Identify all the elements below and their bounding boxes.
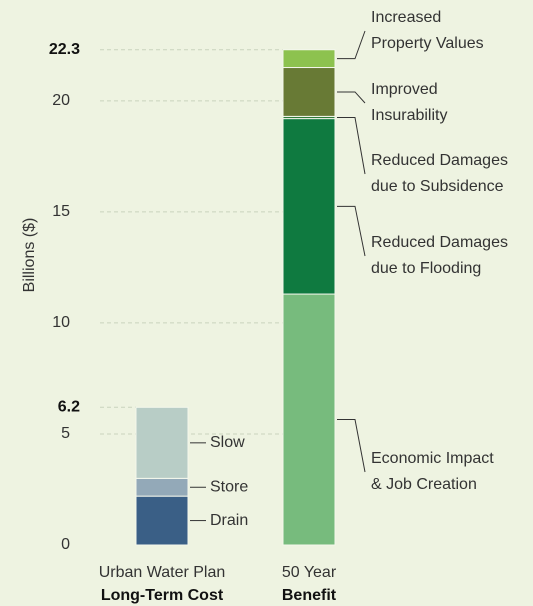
- segment-label: Drain: [210, 512, 248, 529]
- segment-label: Slow: [210, 434, 245, 451]
- bar-segment: [282, 118, 336, 295]
- x-tick-sublabel: Benefit: [282, 587, 337, 604]
- segment-label: Improved: [371, 81, 438, 98]
- segment-label: due to Subsidence: [371, 178, 504, 195]
- y-tick-label: 5: [61, 425, 70, 442]
- bar-segment: [135, 406, 189, 479]
- segment-label: Reduced Damages: [371, 152, 508, 169]
- segment-label: Store: [210, 478, 248, 495]
- segment-label: Economic Impact: [371, 450, 494, 467]
- leader-line: [337, 116, 366, 175]
- y-tick-label: 15: [52, 203, 70, 220]
- segment-label: Insurability: [371, 107, 447, 124]
- y-tick-label: 20: [52, 92, 70, 109]
- leader-line: [337, 419, 366, 473]
- bar-segment: [135, 477, 189, 497]
- leader-line: [337, 91, 366, 104]
- segment-label: Property Values: [371, 35, 484, 52]
- x-tick-label: 50 Year: [282, 564, 337, 581]
- segment-label: due to Flooding: [371, 260, 481, 277]
- total-label: 6.2: [58, 399, 80, 416]
- total-label: 22.3: [49, 41, 80, 58]
- bar-segment: [282, 293, 336, 546]
- bar-segment: [282, 67, 336, 117]
- x-tick-label: Urban Water Plan: [99, 564, 226, 581]
- segment-label: Increased: [371, 9, 441, 26]
- y-tick-label: 0: [61, 536, 70, 553]
- x-tick-sublabel: Long-Term Cost: [101, 587, 224, 604]
- segment-label: Reduced Damages: [371, 234, 508, 251]
- leader-line: [337, 205, 366, 257]
- bar-segment: [282, 49, 336, 69]
- segment-label: & Job Creation: [371, 476, 477, 493]
- bar-segment: [135, 495, 189, 546]
- leader-line: [337, 30, 366, 60]
- y-tick-label: 10: [52, 314, 70, 331]
- y-axis-label: Billions ($): [21, 218, 38, 293]
